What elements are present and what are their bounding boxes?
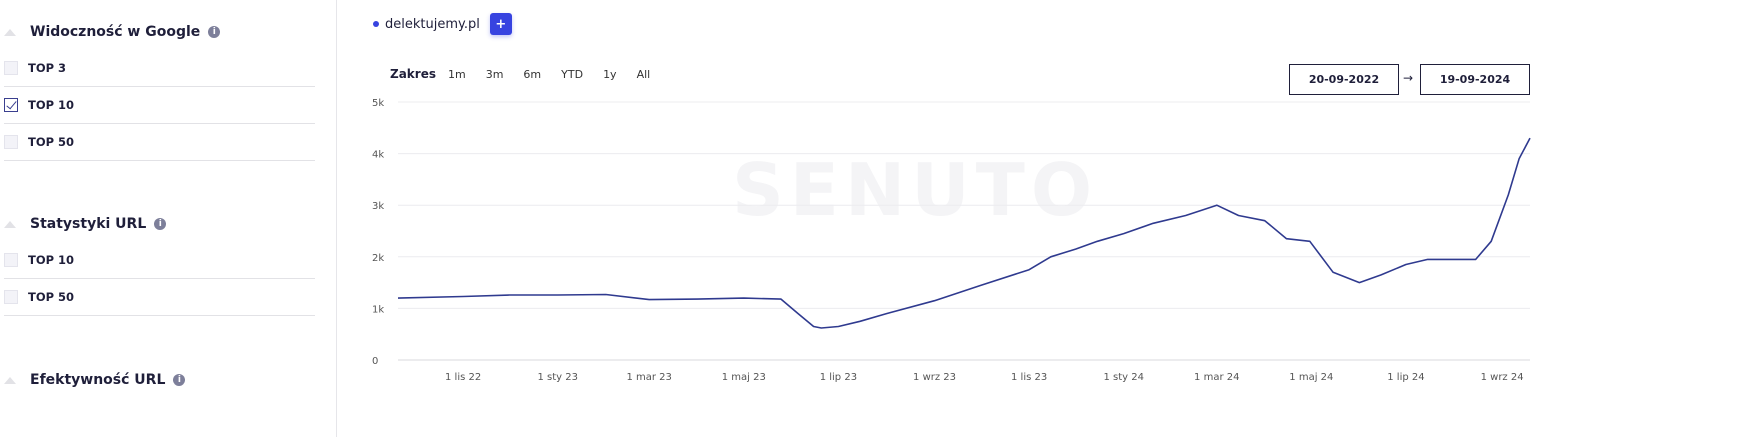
collapse-icon[interactable] — [4, 28, 16, 36]
range-3m[interactable]: 3m — [485, 67, 504, 81]
sidebar: Widoczność w Google i TOP 3 TOP 10 TOP 50 Sta… — [0, 0, 337, 437]
y-tick-label: 1k — [372, 304, 384, 315]
filter-checkbox-item[interactable]: TOP 50 — [4, 124, 315, 161]
x-tick-label: 1 mar 23 — [626, 372, 671, 383]
checkbox-label: TOP 50 — [28, 290, 75, 304]
checkbox[interactable] — [4, 98, 18, 112]
x-tick-label: 1 lis 23 — [1011, 372, 1047, 383]
date-from-input[interactable]: 20-09-2022 — [1289, 64, 1399, 95]
legend: delektujemy.pl + — [373, 13, 512, 35]
checkbox-label: TOP 50 — [28, 135, 75, 149]
x-tick-label: 1 mar 24 — [1194, 372, 1239, 383]
checkbox-label: TOP 10 — [28, 253, 75, 267]
range-selector: Zakres 1m 3m 6m YTD 1y All — [390, 67, 670, 81]
section-title[interactable]: Widoczność w Google i — [4, 24, 221, 40]
y-tick-label: 2k — [372, 253, 384, 264]
info-icon[interactable]: i — [173, 374, 186, 386]
filter-checkbox-item[interactable]: TOP 10 — [4, 242, 315, 279]
y-tick-label: 5k — [372, 98, 384, 109]
x-tick-label: 1 maj 24 — [1289, 372, 1333, 383]
y-tick-label: 3k — [372, 201, 384, 212]
checkbox[interactable] — [4, 61, 18, 75]
x-tick-label: 1 sty 23 — [537, 372, 578, 383]
x-tick-label: 1 lip 23 — [820, 372, 857, 383]
section-label: Efektywność URL — [30, 372, 166, 388]
senuto-watermark: SENUTO — [732, 148, 1098, 232]
collapse-icon[interactable] — [4, 376, 16, 384]
x-tick-label: 1 sty 24 — [1103, 372, 1144, 383]
section-label: Statystyki URL — [30, 216, 147, 232]
checkbox-label: TOP 10 — [28, 98, 75, 112]
series-line — [397, 137, 1531, 329]
filter-checkbox-item[interactable]: TOP 50 — [4, 279, 315, 316]
x-tick-label: 1 lip 24 — [1387, 372, 1424, 383]
x-tick-label: 1 maj 23 — [722, 372, 766, 383]
y-tick-label: 0 — [372, 356, 378, 367]
checkbox-label: TOP 3 — [28, 61, 67, 75]
info-icon[interactable]: i — [208, 26, 221, 38]
range-ytd[interactable]: YTD — [561, 67, 584, 81]
x-tick-label: 1 lis 22 — [445, 372, 481, 383]
range-6m[interactable]: 6m — [523, 67, 542, 81]
filter-checkbox-item[interactable]: TOP 3 — [4, 50, 315, 87]
range-1y[interactable]: 1y — [603, 67, 617, 81]
date-arrow: → — [1403, 71, 1414, 85]
x-tick-label: 1 wrz 23 — [913, 372, 956, 383]
checkbox[interactable] — [4, 253, 18, 267]
section-title[interactable]: Efektywność URL i — [4, 372, 186, 388]
y-tick-label: 4k — [372, 150, 384, 161]
add-domain-button[interactable]: + — [489, 13, 512, 35]
range-1m[interactable]: 1m — [447, 67, 466, 81]
series-dot — [373, 21, 379, 27]
section-label: Widoczność w Google — [30, 24, 201, 40]
collapse-icon[interactable] — [4, 220, 16, 228]
range-all[interactable]: All — [636, 67, 651, 81]
range-label: Zakres — [390, 67, 436, 81]
filter-checkbox-item[interactable]: TOP 10 — [4, 87, 315, 124]
legend-domain[interactable]: delektujemy.pl — [385, 16, 480, 32]
date-to-input[interactable]: 19-09-2024 — [1420, 64, 1530, 95]
x-tick-label: 1 wrz 24 — [1481, 372, 1524, 383]
checkbox[interactable] — [4, 290, 18, 304]
checkbox[interactable] — [4, 135, 18, 149]
info-icon[interactable]: i — [154, 218, 167, 230]
section-title[interactable]: Statystyki URL i — [4, 216, 167, 232]
